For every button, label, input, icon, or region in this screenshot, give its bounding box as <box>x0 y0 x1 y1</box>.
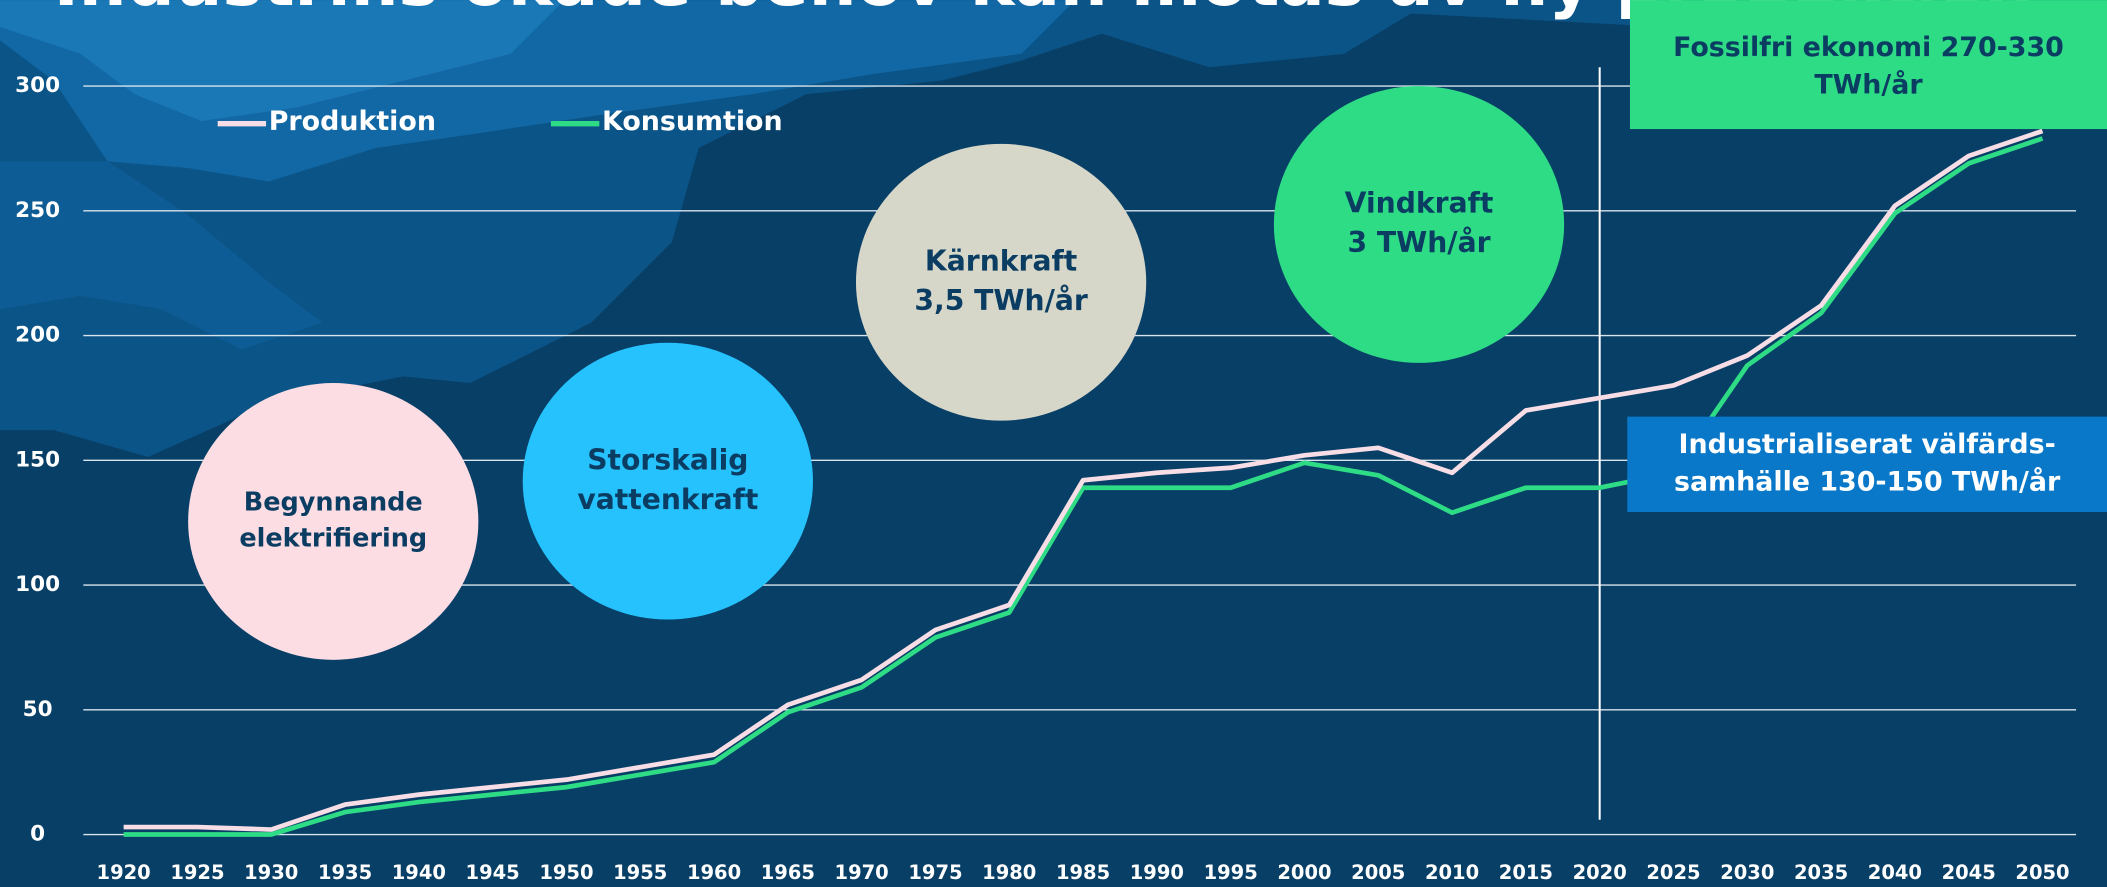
x-tick-label: 2010 <box>1425 861 1479 884</box>
x-tick-label: 1995 <box>1204 861 1258 884</box>
x-tick-label: 2000 <box>1277 861 1331 884</box>
legend-label: Produktion <box>269 106 436 137</box>
annotation-text: Begynnande <box>244 488 423 518</box>
annotation-text: Kärnkraft <box>925 244 1077 277</box>
legend-label: Konsumtion <box>602 106 783 137</box>
annotation-box <box>1627 416 2107 513</box>
y-tick-label: 50 <box>23 697 53 722</box>
x-tick-label: 1985 <box>1056 861 1110 884</box>
annotation-bubble <box>1273 86 1565 363</box>
x-tick-label: 2005 <box>1351 861 1405 884</box>
x-tick-label: 1975 <box>908 861 962 884</box>
y-tick-label: 250 <box>15 198 60 223</box>
annotation-text: TWh/år <box>1814 69 1923 101</box>
x-tick-label: 1990 <box>1130 861 1184 884</box>
x-tick-label: 2050 <box>2015 861 2069 884</box>
x-tick-label: 1945 <box>466 861 520 884</box>
x-tick-label: 1980 <box>982 861 1036 884</box>
x-tick-label: 1935 <box>318 861 372 884</box>
y-tick-label: 0 <box>30 822 45 847</box>
x-tick-label: 1920 <box>97 861 151 884</box>
background-shape <box>0 161 323 350</box>
annotation-text: Vindkraft <box>1345 187 1494 220</box>
chart-title: Industrins ökade behov kan mötas av ny p… <box>54 0 2033 21</box>
annotation-text: Industrialiserat välfärds- <box>1678 429 2055 460</box>
annotation-text: Fossilfri ekonomi 270-330 <box>1673 32 2064 63</box>
annotation-box <box>1629 0 2107 130</box>
x-tick-label: 1970 <box>835 861 889 884</box>
y-tick-label: 200 <box>15 323 60 348</box>
annotation-text: samhälle 130-150 TWh/år <box>1674 466 2061 498</box>
x-tick-label: 2035 <box>1794 861 1848 884</box>
annotation-bubble <box>855 143 1147 421</box>
background-shape <box>0 0 565 121</box>
line-series <box>123 128 2044 832</box>
x-tick-label: 1950 <box>539 861 593 884</box>
y-tick-label: 300 <box>15 73 60 98</box>
x-tick-label: 2030 <box>1720 861 1774 884</box>
x-tick-label: 2040 <box>1868 861 1922 884</box>
x-tick-label: 2025 <box>1646 861 1700 884</box>
y-tick-label: 150 <box>15 447 60 472</box>
annotation-text: 3 TWh/år <box>1347 226 1490 259</box>
x-tick-label: 2015 <box>1499 861 1553 884</box>
annotation-text: elektrifiering <box>239 523 427 553</box>
x-tick-label: 2020 <box>1573 861 1627 884</box>
x-tick-label: 1955 <box>613 861 667 884</box>
y-tick-label: 100 <box>15 572 60 597</box>
x-tick-label: 1940 <box>392 861 446 884</box>
annotation-text: 3,5 TWh/år <box>914 284 1088 317</box>
x-tick-label: 1930 <box>244 861 298 884</box>
annotation-text: Storskalig <box>587 443 748 476</box>
annotation-text: vattenkraft <box>577 483 758 516</box>
x-tick-label: 1925 <box>170 861 224 884</box>
line-series <box>123 136 2044 837</box>
annotation-bubble <box>188 383 479 660</box>
x-tick-label: 1960 <box>687 861 741 884</box>
annotation-bubble <box>522 342 813 620</box>
x-tick-label: 2045 <box>1942 861 1996 884</box>
x-tick-label: 1965 <box>761 861 815 884</box>
